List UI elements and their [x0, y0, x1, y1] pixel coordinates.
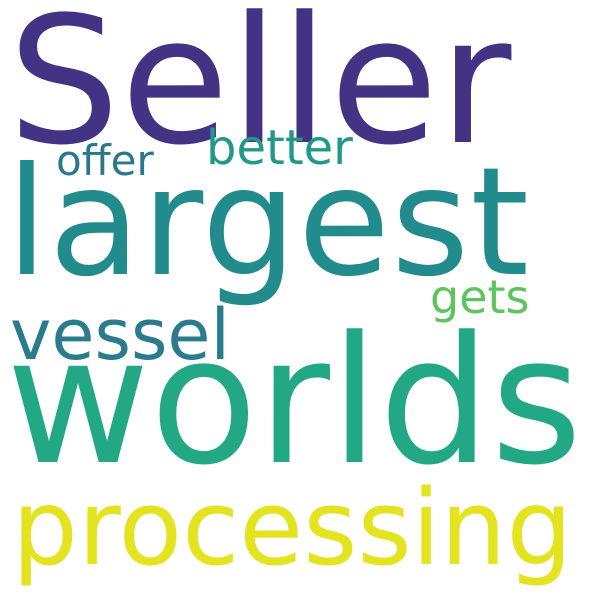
word-vessel: vessel — [10, 294, 230, 376]
word-largest: largest — [6, 136, 531, 310]
word-seller: Seller — [8, 0, 513, 184]
word-worlds: worlds — [6, 299, 583, 504]
word-processing: processing — [12, 467, 573, 589]
word-gets: gets — [430, 270, 530, 324]
word-better: better — [206, 120, 353, 176]
word-offer: offer — [56, 136, 154, 185]
